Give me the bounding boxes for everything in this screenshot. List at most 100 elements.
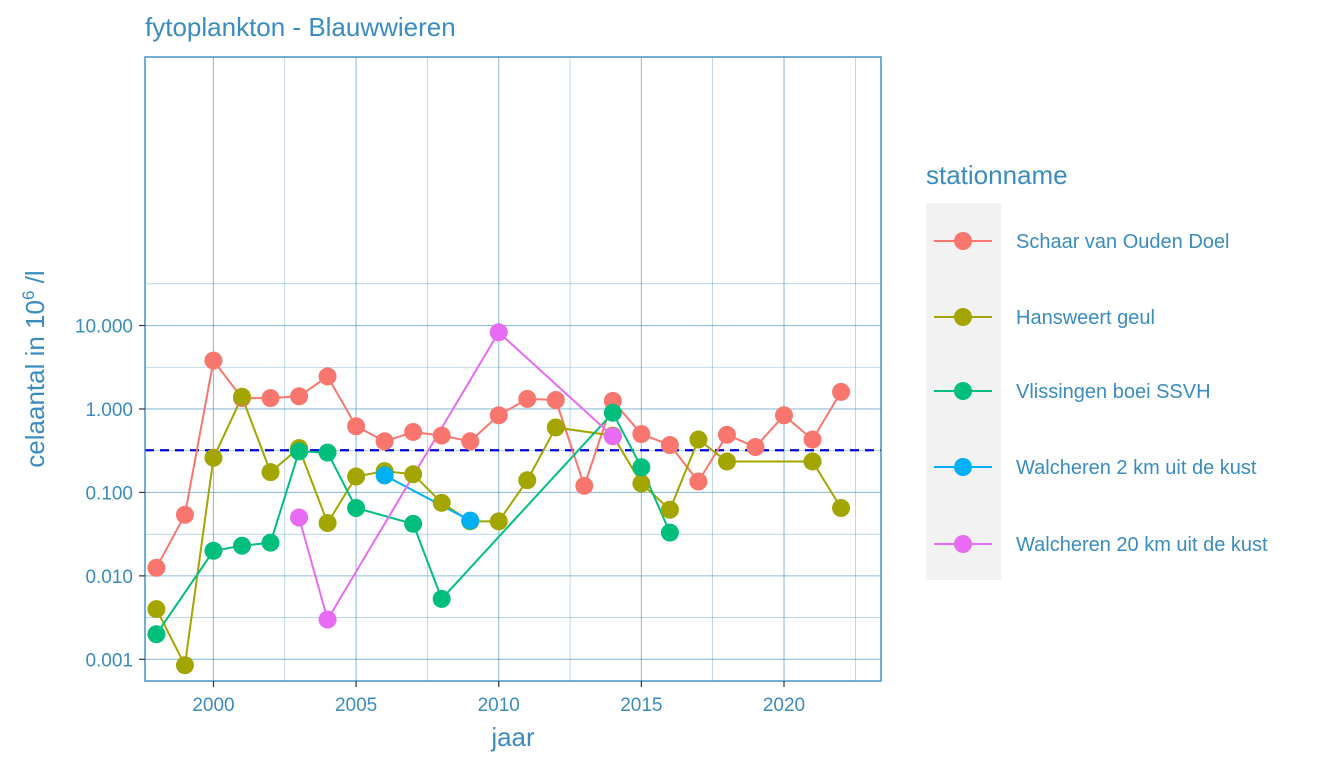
data-point <box>461 432 480 451</box>
data-point <box>347 467 366 486</box>
data-point <box>632 474 651 493</box>
y-tick-label: 0.001 <box>85 650 133 671</box>
data-point <box>318 367 337 386</box>
data-point <box>575 476 594 495</box>
data-point <box>375 432 394 451</box>
legend-label: Walcheren 20 km uit de kust <box>1016 534 1268 556</box>
data-point <box>375 466 394 485</box>
data-point <box>290 387 309 406</box>
data-point <box>489 512 508 531</box>
y-tick-label: 0.100 <box>85 483 133 504</box>
legend-label: Hansweert geul <box>1016 307 1155 329</box>
x-tick-label: 2015 <box>620 695 662 716</box>
x-tick-label: 2000 <box>192 695 234 716</box>
data-point <box>518 389 537 408</box>
legend-item-2: Hansweert geul <box>934 307 1155 329</box>
data-point <box>832 499 851 518</box>
data-point <box>232 387 251 406</box>
data-point <box>660 523 679 542</box>
y-axis-title-prefix: celaantal in 10 <box>20 300 50 468</box>
data-point <box>432 426 451 445</box>
data-point <box>518 471 537 490</box>
data-point <box>746 438 765 457</box>
series-5-points <box>290 323 622 629</box>
data-point <box>632 458 651 477</box>
data-point <box>204 351 223 370</box>
data-point <box>232 536 251 555</box>
x-axis-title: jaar <box>490 722 535 752</box>
data-point <box>147 600 166 619</box>
data-point <box>603 427 622 446</box>
data-point <box>803 452 822 471</box>
legend-item-5: Walcheren 20 km uit de kust <box>934 534 1268 556</box>
data-point <box>461 511 480 530</box>
legend-label: Vlissingen boei SSVH <box>1016 381 1211 403</box>
series-4-points <box>375 466 480 530</box>
legend-key-point <box>954 458 972 476</box>
legend-item-4: Walcheren 2 km uit de kust <box>934 457 1257 479</box>
grid <box>145 57 881 681</box>
series-line <box>384 474 471 522</box>
legend-items: Schaar van Ouden Doel Hansweert geul Vliss… <box>934 231 1268 556</box>
y-tick-label: 10.000 <box>75 317 133 338</box>
data-point <box>546 391 565 410</box>
data-point <box>489 323 508 342</box>
data-point <box>432 493 451 512</box>
legend-key-point <box>954 308 972 326</box>
x-tick-label: 2020 <box>763 695 805 716</box>
data-point <box>347 417 366 436</box>
y-axis: 0.001 0.010 0.100 1.000 10.000 <box>75 317 145 671</box>
data-point <box>717 452 736 471</box>
data-point <box>147 625 166 644</box>
chart-title: fytoplankton - Blauwwieren <box>145 12 456 42</box>
data-point <box>318 443 337 462</box>
data-point <box>404 422 423 441</box>
legend-key-point <box>954 382 972 400</box>
x-tick-label: 2010 <box>478 695 520 716</box>
data-point <box>404 465 423 484</box>
legend-label: Walcheren 2 km uit de kust <box>1016 457 1257 479</box>
data-point <box>204 448 223 467</box>
data-point <box>632 425 651 444</box>
data-point <box>318 610 337 629</box>
data-point <box>175 656 194 675</box>
x-tick-label: 2005 <box>335 695 377 716</box>
series-1-points <box>147 351 851 577</box>
data-point <box>318 514 337 533</box>
data-point <box>404 514 423 533</box>
legend-item-3: Vlissingen boei SSVH <box>934 381 1211 403</box>
data-point <box>660 436 679 455</box>
y-axis-title-exponent: 6 <box>19 291 38 300</box>
x-axis: 2000 2005 2010 2015 2020 <box>192 681 805 716</box>
data-point <box>290 508 309 527</box>
y-tick-label: 1.000 <box>85 400 133 421</box>
series-3-points <box>147 403 679 644</box>
data-point <box>147 558 166 577</box>
data-point <box>689 430 708 449</box>
legend-title: stationname <box>926 160 1068 190</box>
legend-key-point <box>954 535 972 553</box>
data-point <box>660 500 679 519</box>
legend: stationname Schaar van Ouden Doel Hanswee… <box>926 160 1268 580</box>
data-point <box>489 406 508 425</box>
data-point <box>261 463 280 482</box>
data-point <box>775 406 794 425</box>
y-tick-label: 0.010 <box>85 567 133 588</box>
series-layer <box>147 323 851 675</box>
legend-item-1: Schaar van Ouden Doel <box>934 231 1229 253</box>
data-point <box>261 389 280 408</box>
data-point <box>204 541 223 560</box>
data-point <box>717 425 736 444</box>
series-4 <box>384 474 471 522</box>
legend-label: Schaar van Ouden Doel <box>1016 231 1229 253</box>
data-point <box>546 418 565 437</box>
data-point <box>603 403 622 422</box>
legend-key-point <box>954 232 972 250</box>
data-point <box>832 382 851 401</box>
data-point <box>803 430 822 449</box>
data-point <box>175 505 194 524</box>
data-point <box>347 499 366 518</box>
data-point <box>689 472 708 491</box>
data-point <box>261 533 280 552</box>
